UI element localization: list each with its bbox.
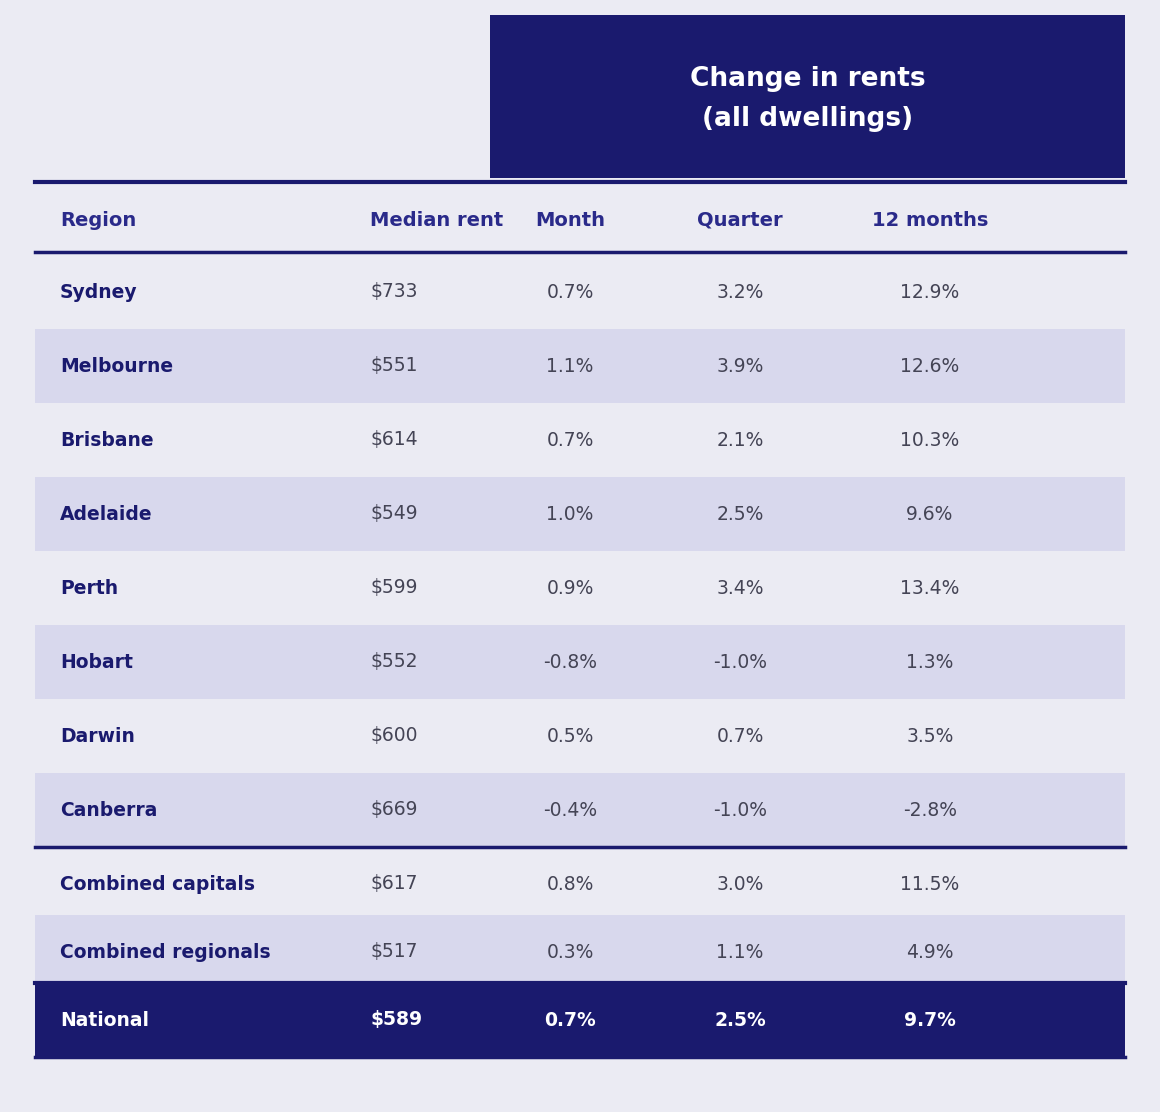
Text: National: National	[60, 1011, 148, 1030]
Text: -1.0%: -1.0%	[713, 653, 767, 672]
Bar	[35, 625, 1125, 699]
Text: 12.6%: 12.6%	[900, 357, 959, 376]
Text: Darwin: Darwin	[60, 726, 135, 745]
Text: Change in rents: Change in rents	[690, 66, 926, 91]
Text: Canberra: Canberra	[60, 801, 158, 820]
Text: Adelaide: Adelaide	[60, 505, 153, 524]
Text: $669: $669	[370, 801, 418, 820]
Text: -1.0%: -1.0%	[713, 801, 767, 820]
Text: Region: Region	[60, 210, 136, 229]
Text: 0.7%: 0.7%	[546, 282, 594, 301]
Text: 4.9%: 4.9%	[906, 943, 954, 962]
Text: 3.5%: 3.5%	[906, 726, 954, 745]
Text: 0.9%: 0.9%	[546, 578, 594, 597]
Bar	[35, 477, 1125, 552]
Text: $517: $517	[370, 943, 418, 962]
Text: Melbourne: Melbourne	[60, 357, 173, 376]
Text: 3.9%: 3.9%	[717, 357, 763, 376]
Text: 1.3%: 1.3%	[906, 653, 954, 672]
Text: -2.8%: -2.8%	[902, 801, 957, 820]
Text: $617: $617	[370, 874, 418, 894]
Text: Combined capitals: Combined capitals	[60, 874, 255, 894]
Text: 1.1%: 1.1%	[717, 943, 763, 962]
Bar	[35, 983, 1125, 1058]
Bar	[35, 915, 1125, 989]
Text: 3.4%: 3.4%	[716, 578, 763, 597]
Text: 1.0%: 1.0%	[546, 505, 594, 524]
Text: 9.6%: 9.6%	[906, 505, 954, 524]
Text: 0.3%: 0.3%	[546, 943, 594, 962]
Text: $614: $614	[370, 430, 418, 449]
Text: 0.7%: 0.7%	[717, 726, 763, 745]
Text: Median rent: Median rent	[370, 210, 503, 229]
Text: $551: $551	[370, 357, 418, 376]
Text: 3.0%: 3.0%	[717, 874, 763, 894]
Text: 3.2%: 3.2%	[717, 282, 763, 301]
Text: 0.7%: 0.7%	[544, 1011, 596, 1030]
Text: 13.4%: 13.4%	[900, 578, 959, 597]
Text: 12.9%: 12.9%	[900, 282, 959, 301]
Text: 1.1%: 1.1%	[546, 357, 594, 376]
Text: 2.1%: 2.1%	[717, 430, 763, 449]
Text: $599: $599	[370, 578, 418, 597]
Text: 2.5%: 2.5%	[715, 1011, 766, 1030]
Text: Quarter: Quarter	[697, 210, 783, 229]
Text: Combined regionals: Combined regionals	[60, 943, 270, 962]
Text: 2.5%: 2.5%	[717, 505, 763, 524]
Text: $549: $549	[370, 505, 418, 524]
Text: Perth: Perth	[60, 578, 118, 597]
Text: (all dwellings): (all dwellings)	[702, 106, 913, 131]
Bar	[35, 329, 1125, 403]
Text: -0.4%: -0.4%	[543, 801, 597, 820]
Text: $589: $589	[370, 1011, 422, 1030]
Text: Brisbane: Brisbane	[60, 430, 153, 449]
Text: 12 months: 12 months	[872, 210, 988, 229]
Text: Hobart: Hobart	[60, 653, 133, 672]
Text: 0.8%: 0.8%	[546, 874, 594, 894]
Text: 0.7%: 0.7%	[546, 430, 594, 449]
Bar	[35, 773, 1125, 847]
Text: $600: $600	[370, 726, 418, 745]
Text: Month: Month	[535, 210, 606, 229]
Text: Sydney: Sydney	[60, 282, 138, 301]
Text: 11.5%: 11.5%	[900, 874, 959, 894]
Text: $552: $552	[370, 653, 418, 672]
Bar	[490, 14, 1125, 178]
Text: $733: $733	[370, 282, 418, 301]
Text: 10.3%: 10.3%	[900, 430, 959, 449]
Text: 9.7%: 9.7%	[904, 1011, 956, 1030]
Text: -0.8%: -0.8%	[543, 653, 597, 672]
Text: 0.5%: 0.5%	[546, 726, 594, 745]
